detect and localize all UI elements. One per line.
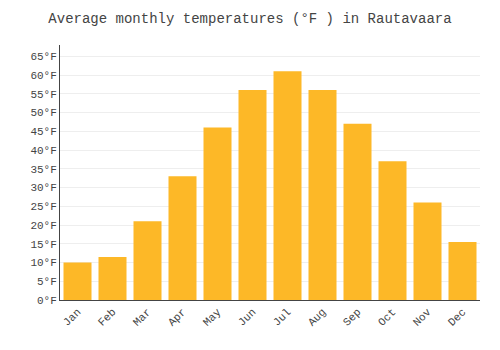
svg-text:60°F: 60°F [30,70,56,82]
svg-text:55°F: 55°F [30,89,56,101]
svg-text:5°F: 5°F [37,276,57,288]
svg-text:35°F: 35°F [30,164,56,176]
svg-text:25°F: 25°F [30,201,56,213]
svg-text:20°F: 20°F [30,220,56,232]
svg-text:Jul: Jul [271,306,293,328]
svg-text:40°F: 40°F [30,145,56,157]
svg-text:0°F: 0°F [37,295,57,307]
svg-text:Sep: Sep [341,306,363,328]
svg-text:Jan: Jan [61,306,83,328]
svg-text:Oct: Oct [376,306,398,328]
svg-text:30°F: 30°F [30,182,56,194]
svg-text:May: May [201,306,224,329]
svg-text:45°F: 45°F [30,126,56,138]
svg-text:Aug: Aug [306,306,328,328]
svg-text:Mar: Mar [131,306,153,328]
svg-text:Jun: Jun [236,306,258,328]
svg-text:65°F: 65°F [30,51,56,63]
svg-text:10°F: 10°F [30,257,56,269]
svg-text:50°F: 50°F [30,107,56,119]
svg-text:Feb: Feb [96,306,118,328]
svg-text:Dec: Dec [446,306,468,328]
svg-text:15°F: 15°F [30,239,56,251]
svg-text:Average monthly temperatures (: Average monthly temperatures (°F ) in Ra… [48,11,451,27]
svg-text:Apr: Apr [166,306,188,328]
svg-text:Nov: Nov [411,306,434,329]
